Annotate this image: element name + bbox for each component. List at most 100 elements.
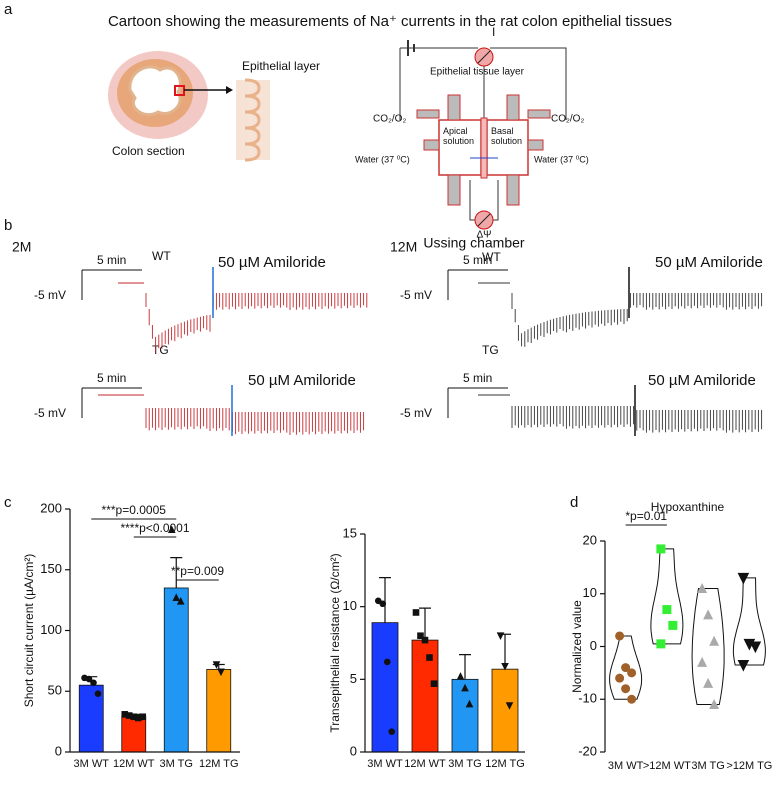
y-tick-label: 20 <box>583 532 597 547</box>
column-label: 2M <box>12 239 31 255</box>
label-line: Apical <box>443 126 468 136</box>
significance-label: ***p=0.0005 <box>102 503 167 517</box>
tube <box>416 109 440 119</box>
significance-label: ****p<0.0001 <box>120 521 189 535</box>
colon-lumen <box>128 65 182 117</box>
y-tick-label: 200 <box>40 500 62 515</box>
row-label: WT <box>152 249 171 263</box>
y-axis-label: Transepithelial resistance (Ω/cm²) <box>328 553 342 732</box>
y-tick-label: 15 <box>343 525 357 540</box>
chamber-title: Ussing chamber <box>423 235 524 251</box>
point <box>656 544 666 554</box>
point <box>662 605 672 615</box>
violin <box>691 588 725 705</box>
label: Water (37 ⁰C) <box>355 154 410 164</box>
point <box>121 711 129 718</box>
point <box>703 609 714 620</box>
x-tick-label: 3M TG <box>448 758 481 770</box>
x-tick-label: 12M TG <box>485 758 525 770</box>
y-tick-label: 0 <box>55 743 62 758</box>
point <box>421 636 429 644</box>
point <box>496 632 505 641</box>
x-tick-label: 3M WT <box>74 758 110 770</box>
y-tick-label: 50 <box>48 683 62 698</box>
voltage-scale: -5 mV <box>400 288 432 302</box>
trace <box>98 394 365 435</box>
point <box>388 728 396 735</box>
time-scale: 5 min <box>97 371 126 385</box>
point <box>501 662 509 671</box>
point <box>139 713 147 721</box>
point <box>172 593 181 601</box>
label-line: solution <box>443 136 474 146</box>
tube <box>527 109 551 119</box>
violin <box>732 577 766 666</box>
needle <box>477 213 491 227</box>
water-port <box>447 94 461 121</box>
bar <box>451 678 479 753</box>
significance-label: *p=0.01 <box>625 509 667 523</box>
significance-label: **p=0.009 <box>171 564 224 578</box>
x-tick-label: 3M TG <box>691 760 724 772</box>
point <box>668 620 678 630</box>
label-line: solution <box>491 136 522 146</box>
point <box>703 677 714 688</box>
y-tick-label: -20 <box>578 743 597 758</box>
water-port <box>527 139 544 151</box>
point <box>461 683 469 692</box>
panel-label: c <box>4 494 12 511</box>
point <box>217 668 225 677</box>
point <box>125 712 133 719</box>
point <box>130 713 138 721</box>
point <box>656 639 666 649</box>
label: I <box>492 25 495 39</box>
label: Colon section <box>112 144 185 158</box>
point <box>176 597 185 605</box>
drug-label: 50 µM Amiloride <box>218 254 326 271</box>
label: Epithelial tissue layer <box>430 67 525 78</box>
y-tick-label: 0 <box>350 743 357 758</box>
y-tick-label: -10 <box>578 691 597 706</box>
point <box>615 631 625 641</box>
point <box>697 656 708 667</box>
trace <box>478 394 763 433</box>
label: Water (37 ⁰C) <box>534 154 589 164</box>
point <box>627 668 637 678</box>
x-tick-label: >12M WT <box>643 760 691 772</box>
y-tick-label: 10 <box>583 585 597 600</box>
point <box>456 672 465 680</box>
violin <box>650 548 684 645</box>
x-tick-label: 3M WT <box>367 758 403 770</box>
trace <box>478 282 763 347</box>
label: CO₂/O₂ <box>373 114 406 125</box>
y-tick-label: 150 <box>40 561 62 576</box>
point <box>383 658 391 666</box>
bar <box>163 587 189 753</box>
label: Basal solution <box>491 126 522 146</box>
point <box>621 684 631 694</box>
x-tick-label: 12M WT <box>404 758 446 770</box>
point <box>134 714 142 722</box>
water-port <box>506 174 520 206</box>
voltage-scale: -5 mV <box>400 406 432 420</box>
point <box>737 572 750 585</box>
bar <box>491 668 519 753</box>
x-tick-label: >12M TG <box>726 760 772 772</box>
trace <box>118 282 368 354</box>
tissue-layer <box>480 117 488 179</box>
point <box>430 680 438 687</box>
point <box>85 675 93 683</box>
needle <box>477 50 491 64</box>
tissue <box>236 80 270 160</box>
y-axis-label: Short circuit current (µA/cm²) <box>22 554 36 708</box>
time-scale: 5 min <box>97 253 126 267</box>
y-tick-label: 10 <box>343 598 357 613</box>
y-tick-label: 100 <box>40 622 62 637</box>
arrow-head <box>226 86 233 94</box>
point <box>379 600 387 608</box>
point <box>212 661 221 669</box>
row-label: TG <box>152 343 169 357</box>
y-tick-label: 5 <box>350 671 357 686</box>
label-line: Basal <box>491 126 514 136</box>
